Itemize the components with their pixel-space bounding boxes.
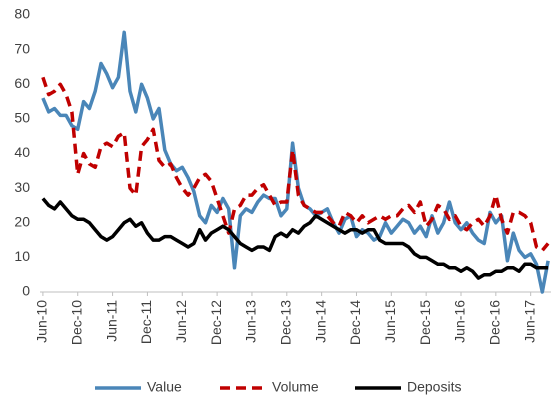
x-tick-label: Jun-10 [34, 300, 50, 343]
x-tick-label: Jun-12 [173, 300, 189, 343]
legend-label: Deposits [407, 379, 461, 395]
y-tick-label: 50 [14, 110, 30, 126]
x-tick-label: Dec-14 [347, 300, 363, 345]
x-tick-label: Dec-11 [138, 300, 154, 344]
y-tick-label: 70 [14, 40, 30, 56]
y-tick-label: 80 [14, 6, 30, 22]
x-tick-label: Dec-10 [68, 300, 84, 345]
y-tick-label: 40 [14, 144, 30, 160]
x-tick-label: Dec-15 [417, 300, 433, 345]
y-tick-label: 30 [14, 179, 30, 195]
series-line [41, 30, 550, 294]
legend-label: Volume [272, 379, 319, 395]
legend-label: Value [147, 379, 182, 395]
x-tick-label: Jun-14 [312, 300, 328, 343]
x-tick-label: Dec-16 [487, 300, 503, 345]
y-tick-label: 20 [14, 213, 30, 229]
y-tick-label: 10 [14, 248, 30, 264]
y-tick-label: 0 [22, 283, 30, 299]
series-line [41, 76, 550, 253]
x-tick-label: Jun-11 [103, 300, 119, 342]
x-tick-label: Jun-15 [382, 300, 398, 343]
x-tick-label: Jun-16 [452, 300, 468, 343]
y-tick-label: 60 [14, 75, 30, 91]
x-tick-label: Dec-12 [208, 300, 224, 345]
x-tick-label: Jun-17 [521, 300, 537, 343]
x-tick-label: Dec-13 [277, 300, 293, 345]
x-tick-label: Jun-13 [243, 300, 259, 343]
series-line [41, 197, 549, 280]
